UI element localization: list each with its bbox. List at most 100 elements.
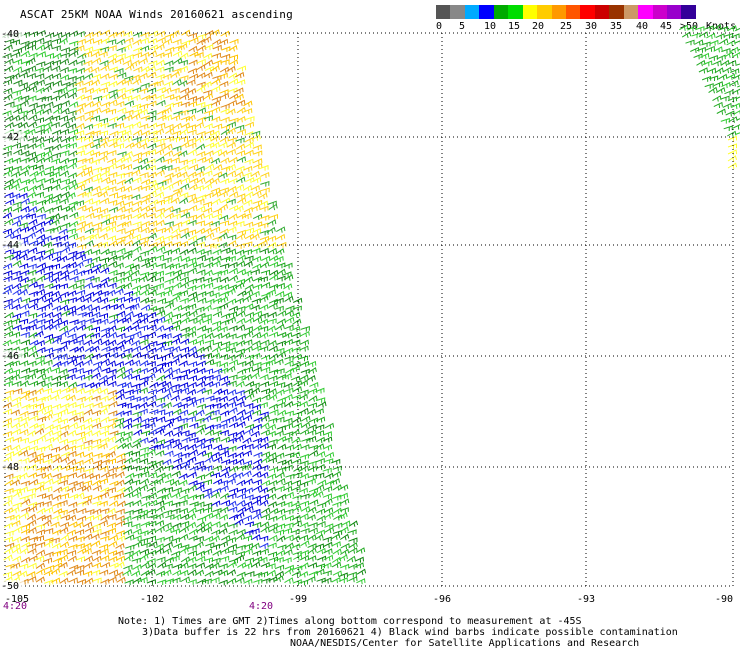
wind-barb xyxy=(43,137,53,144)
wind-barb xyxy=(219,506,229,514)
wind-barb xyxy=(283,262,293,269)
wind-barb xyxy=(36,234,46,241)
wind-barb xyxy=(340,548,350,556)
longitude-label: -105 xyxy=(5,594,29,605)
latitude-label: -44 xyxy=(1,240,19,251)
wind-barb xyxy=(227,240,237,247)
wind-barb xyxy=(42,39,52,46)
wind-barb xyxy=(732,74,740,80)
wind-barb xyxy=(20,150,30,157)
wind-barb xyxy=(155,505,166,512)
wind-barb xyxy=(90,151,100,158)
wind-barb xyxy=(43,493,53,500)
wind-barb xyxy=(163,366,173,374)
wind-barb xyxy=(162,381,172,388)
wind-barb xyxy=(202,313,212,320)
wind-barb xyxy=(236,409,246,416)
wind-barb xyxy=(251,130,261,137)
wind-barb xyxy=(139,172,149,178)
wind-barb xyxy=(195,397,205,404)
wind-barb xyxy=(132,176,142,183)
wind-barb xyxy=(324,422,335,430)
wind-barb xyxy=(132,78,142,85)
wind-barb xyxy=(252,470,262,478)
wind-barb xyxy=(148,136,158,143)
wind-barb xyxy=(130,374,141,381)
wind-barb xyxy=(92,166,102,173)
wind-barb xyxy=(90,276,100,283)
wind-barb xyxy=(227,226,237,233)
wind-barb xyxy=(83,408,93,416)
wind-barb xyxy=(268,466,278,473)
wind-barb xyxy=(162,87,172,94)
wind-barb xyxy=(92,528,102,535)
wind-barb xyxy=(220,319,230,326)
wind-barb xyxy=(211,487,222,494)
wind-barb xyxy=(266,473,277,480)
wind-barb xyxy=(27,548,37,555)
wind-barb xyxy=(132,499,142,506)
wind-barb xyxy=(181,436,191,443)
wind-barb xyxy=(12,66,23,73)
wind-barb xyxy=(210,100,221,107)
wind-barb xyxy=(258,240,268,247)
wind-barb xyxy=(27,542,37,549)
wind-barb xyxy=(146,206,157,213)
wind-barb xyxy=(259,304,269,311)
wind-barb xyxy=(331,471,342,478)
wind-barb xyxy=(124,550,134,557)
wind-barb xyxy=(147,289,157,296)
wind-barb xyxy=(242,184,253,192)
wind-barb xyxy=(2,444,12,452)
wind-barb xyxy=(154,282,164,289)
wind-barb xyxy=(213,444,223,451)
wind-barb xyxy=(712,95,722,102)
wind-barb xyxy=(251,227,262,235)
wind-barb xyxy=(339,533,350,541)
wind-barb xyxy=(138,396,148,403)
wind-barb xyxy=(101,213,111,220)
wind-barb xyxy=(140,297,150,304)
wind-barb xyxy=(724,89,734,96)
wind-barb xyxy=(186,79,196,86)
wind-barb xyxy=(226,121,236,128)
wind-barb xyxy=(114,67,124,74)
wind-barb xyxy=(82,485,92,492)
wind-barb xyxy=(259,471,269,479)
wind-barb xyxy=(243,276,254,283)
wind-barb xyxy=(67,67,77,74)
colorbar-swatch xyxy=(565,5,581,19)
wind-barb xyxy=(26,373,37,380)
wind-barb xyxy=(276,514,287,521)
wind-barb xyxy=(27,360,37,367)
wind-barb xyxy=(67,555,77,562)
wind-barb xyxy=(91,549,101,556)
wind-barb xyxy=(67,254,77,262)
wind-barb xyxy=(27,200,37,206)
wind-barb xyxy=(698,67,708,74)
wind-barb xyxy=(90,79,101,86)
wind-barb xyxy=(284,542,294,550)
wind-barb xyxy=(12,502,22,509)
wind-barb xyxy=(140,470,150,478)
wind-barb xyxy=(83,562,93,569)
wind-barb xyxy=(211,352,221,360)
wind-barb xyxy=(91,185,101,192)
wind-barb xyxy=(250,170,260,178)
wind-barb xyxy=(155,310,166,317)
wind-barb xyxy=(50,158,61,165)
wind-barb xyxy=(83,304,93,311)
wind-barb xyxy=(92,360,103,367)
wind-barb xyxy=(173,457,183,464)
wind-barb xyxy=(107,276,118,283)
wind-barb xyxy=(146,165,156,172)
wind-barb xyxy=(122,213,132,220)
wind-barb xyxy=(204,358,215,366)
wind-barb xyxy=(268,214,278,220)
wind-barb xyxy=(202,207,213,214)
wind-barb xyxy=(67,157,78,164)
wind-barb xyxy=(42,404,52,411)
wind-barb xyxy=(259,295,269,302)
wind-barb xyxy=(52,270,62,277)
wind-barb xyxy=(91,479,102,487)
